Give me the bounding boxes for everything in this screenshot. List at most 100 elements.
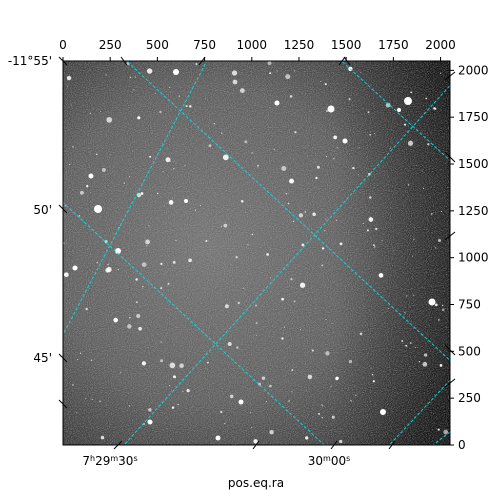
star xyxy=(373,244,375,246)
star xyxy=(129,176,131,178)
star xyxy=(107,263,109,266)
star xyxy=(438,319,440,321)
star xyxy=(325,318,327,321)
star xyxy=(63,272,69,278)
star xyxy=(104,240,108,244)
star xyxy=(305,436,309,440)
star xyxy=(119,372,121,374)
star xyxy=(160,341,162,343)
star xyxy=(169,362,176,369)
star xyxy=(255,304,257,307)
grid-line xyxy=(125,61,450,362)
star xyxy=(85,398,87,400)
star xyxy=(331,322,333,325)
star xyxy=(229,394,234,399)
star xyxy=(156,192,159,195)
star xyxy=(70,104,72,106)
star xyxy=(101,167,106,172)
star xyxy=(177,403,179,406)
star xyxy=(387,308,389,310)
world-tick-mark xyxy=(444,71,456,81)
star xyxy=(146,68,153,74)
star xyxy=(321,405,323,407)
star xyxy=(333,157,335,160)
world-tick-mark xyxy=(444,151,456,163)
left-dec-axis: -11°55' 50' 45' xyxy=(8,54,68,409)
ra-tick-label: 7h29m30s xyxy=(82,454,137,468)
star xyxy=(405,344,408,347)
star xyxy=(173,375,176,379)
star xyxy=(106,117,113,123)
star xyxy=(362,223,364,224)
star xyxy=(223,223,228,228)
star xyxy=(291,369,294,371)
grid-line xyxy=(123,84,450,445)
star xyxy=(162,171,164,173)
star xyxy=(407,184,410,186)
star xyxy=(406,295,408,297)
star xyxy=(155,92,156,94)
y-tick-label: 0 xyxy=(458,438,466,452)
star xyxy=(169,385,171,386)
star xyxy=(407,140,414,146)
star xyxy=(441,304,444,307)
star xyxy=(350,400,352,402)
star xyxy=(324,83,327,86)
star xyxy=(221,132,223,134)
star xyxy=(299,282,306,288)
star xyxy=(430,212,433,215)
star xyxy=(315,176,318,180)
star xyxy=(235,256,238,259)
star xyxy=(138,326,142,331)
star xyxy=(369,133,372,136)
bright-star xyxy=(88,173,94,179)
star xyxy=(117,269,119,271)
star xyxy=(409,342,412,344)
star xyxy=(165,157,171,163)
star xyxy=(326,156,327,157)
star xyxy=(440,210,443,212)
star xyxy=(298,213,304,218)
star xyxy=(68,163,71,166)
dec-tick-label: 50' xyxy=(33,203,52,217)
star xyxy=(195,63,198,66)
star xyxy=(255,334,257,336)
star xyxy=(208,144,212,148)
star xyxy=(249,412,251,414)
star xyxy=(173,168,175,170)
star xyxy=(281,337,284,340)
star xyxy=(75,412,77,414)
star xyxy=(220,225,222,227)
star xyxy=(425,97,428,100)
star xyxy=(339,439,343,444)
star xyxy=(270,277,271,279)
star xyxy=(256,164,260,167)
bright-star xyxy=(397,108,401,112)
bright-star xyxy=(404,97,412,105)
star xyxy=(253,439,258,444)
x-tick-label: 250 xyxy=(99,38,122,52)
star xyxy=(358,147,360,149)
star xyxy=(100,435,105,440)
grid-line xyxy=(63,201,325,445)
star xyxy=(175,240,177,242)
star xyxy=(423,188,424,189)
star xyxy=(128,405,130,407)
dec-tick-label: -11°55' xyxy=(8,54,52,68)
grid-line xyxy=(340,61,450,162)
star xyxy=(205,240,208,242)
star xyxy=(251,152,253,154)
star xyxy=(189,105,192,108)
x-tick-label: 500 xyxy=(146,38,169,52)
star xyxy=(331,415,335,419)
ra-tick-label: 30m00s xyxy=(308,454,351,468)
star xyxy=(129,317,131,319)
star xyxy=(367,111,370,114)
star xyxy=(289,178,294,184)
star xyxy=(321,247,325,250)
star xyxy=(389,147,391,149)
star xyxy=(366,229,369,232)
star xyxy=(255,322,258,324)
star xyxy=(288,400,290,402)
star xyxy=(173,160,175,162)
